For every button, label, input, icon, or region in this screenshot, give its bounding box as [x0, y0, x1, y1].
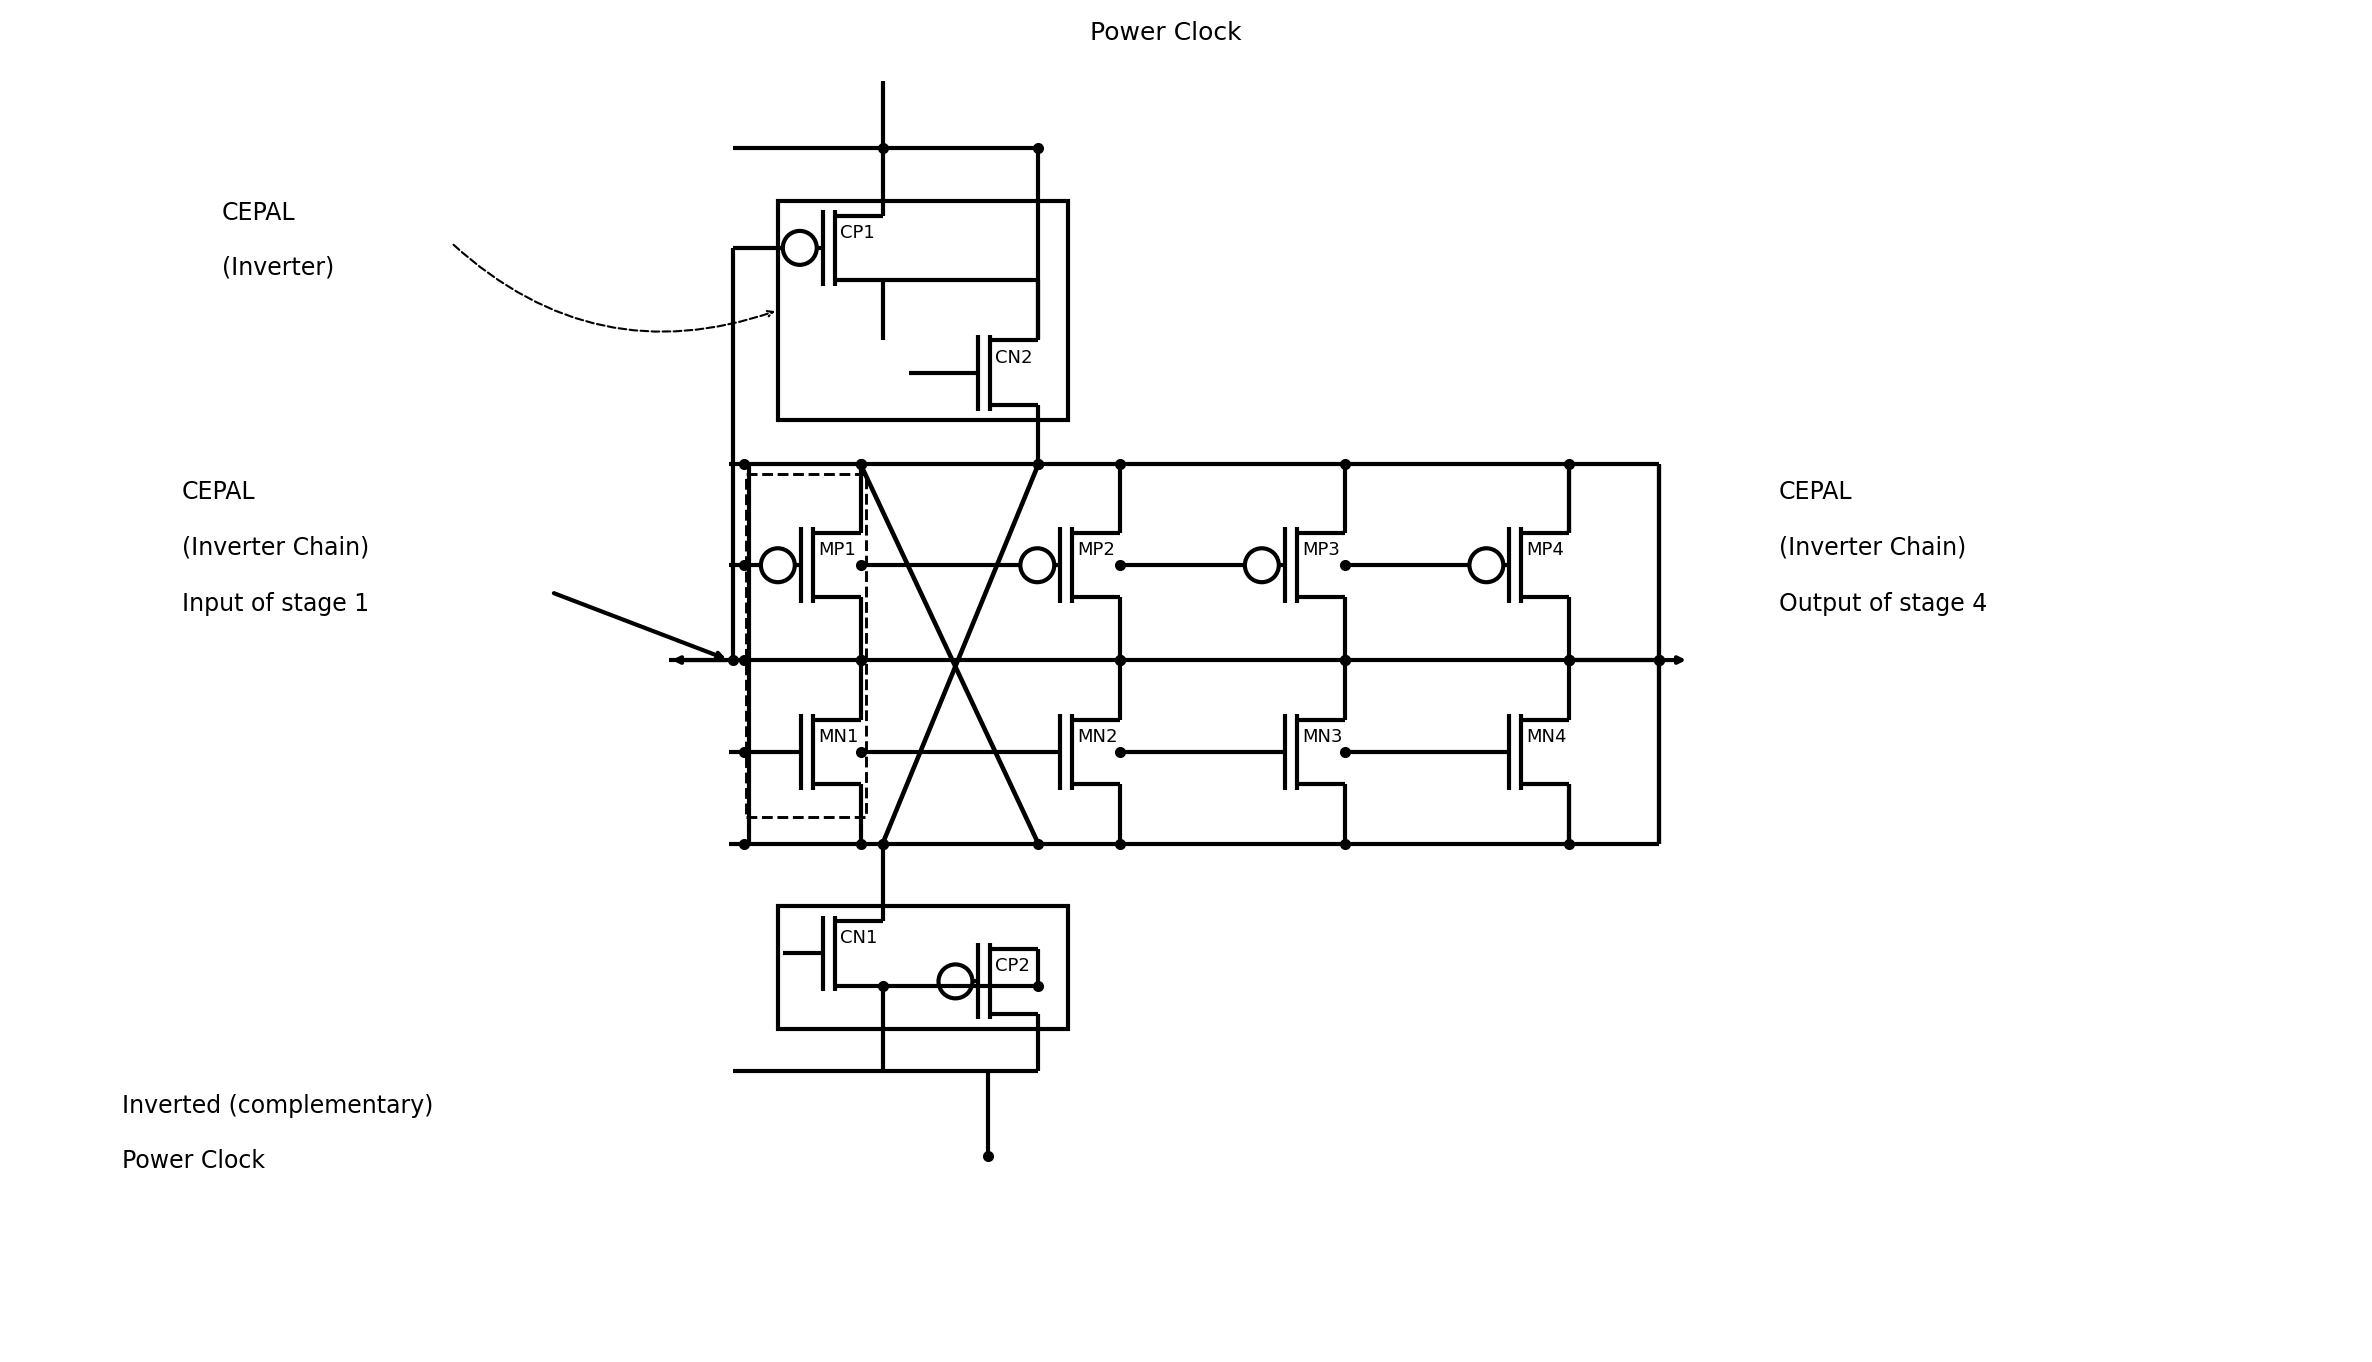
Text: (Inverter): (Inverter) — [223, 256, 334, 279]
Text: MN1: MN1 — [818, 727, 859, 746]
Text: CEPAL: CEPAL — [1779, 481, 1853, 504]
Text: CN2: CN2 — [996, 349, 1032, 366]
Text: (Inverter Chain): (Inverter Chain) — [183, 535, 370, 560]
Text: MP2: MP2 — [1077, 541, 1115, 560]
Text: MP1: MP1 — [818, 541, 856, 560]
Text: CEPAL: CEPAL — [223, 202, 296, 225]
Text: Power Clock: Power Clock — [1091, 22, 1243, 45]
Text: CP1: CP1 — [840, 223, 875, 242]
Text: MN4: MN4 — [1525, 727, 1568, 746]
Text: Input of stage 1: Input of stage 1 — [183, 592, 370, 616]
Text: MN3: MN3 — [1302, 727, 1343, 746]
Text: CN1: CN1 — [840, 929, 878, 948]
Text: CP2: CP2 — [996, 957, 1029, 975]
Text: Power Clock: Power Clock — [123, 1150, 266, 1173]
Text: MP4: MP4 — [1525, 541, 1563, 560]
Text: MN2: MN2 — [1077, 727, 1117, 746]
Text: (Inverter Chain): (Inverter Chain) — [1779, 535, 1966, 560]
Text: MP3: MP3 — [1302, 541, 1340, 560]
Text: Inverted (complementary): Inverted (complementary) — [123, 1094, 434, 1118]
Text: CEPAL: CEPAL — [183, 481, 256, 504]
Text: Output of stage 4: Output of stage 4 — [1779, 592, 1988, 616]
